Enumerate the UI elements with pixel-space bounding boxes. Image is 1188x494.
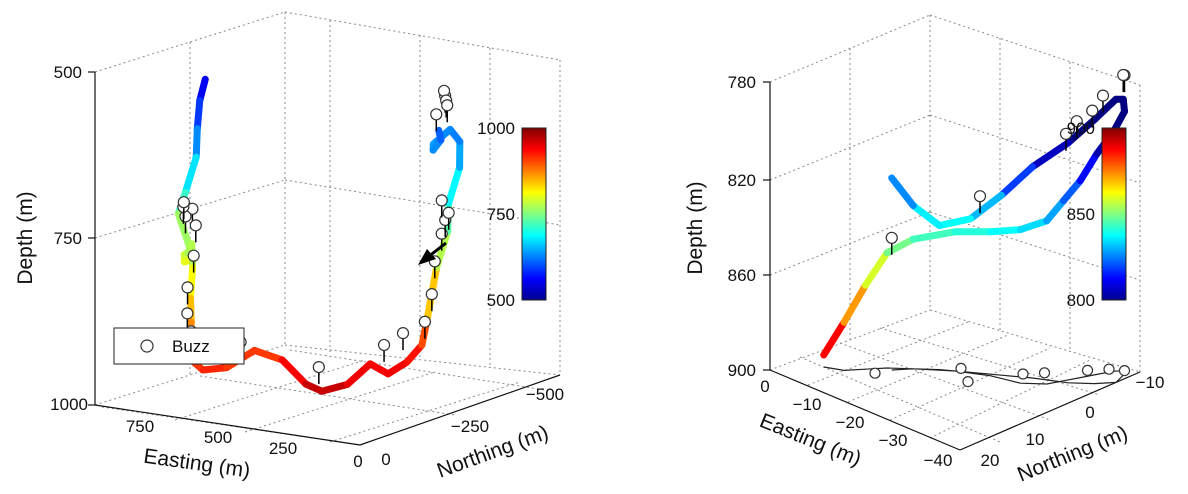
left-xtick-1: 500 xyxy=(204,428,232,447)
left-colorbar: 1000 750 500 xyxy=(477,119,546,310)
left-ytick-1: −250 xyxy=(451,417,489,436)
right-track-segment xyxy=(824,322,844,355)
left-cb-tick-0: 1000 xyxy=(477,119,515,138)
left-buzz-marker xyxy=(442,100,453,111)
left-buzz-marker xyxy=(436,195,447,206)
left-buzz-marker xyxy=(431,109,442,120)
left-ytick-2: −500 xyxy=(526,385,564,404)
right-ztick-0: 780 xyxy=(728,73,756,92)
right-cb-tick-2: 800 xyxy=(1067,291,1095,310)
left-buzz-marker xyxy=(182,308,193,319)
right-track-segment xyxy=(1064,181,1081,201)
left-colorbar-ramp xyxy=(522,128,546,300)
left-ztick-0: 500 xyxy=(54,63,82,82)
right-buzz-marker xyxy=(886,232,897,243)
right-xtick-1: −10 xyxy=(793,395,822,414)
left-cb-tick-2: 500 xyxy=(487,291,515,310)
right-shadow-buzz-marker xyxy=(1104,364,1114,374)
right-cb-tick-0: 900 xyxy=(1067,119,1095,138)
left-xtick-3: 0 xyxy=(353,452,362,471)
right-shadow-buzz-marker xyxy=(870,368,880,378)
left-buzz-marker xyxy=(182,282,193,293)
legend-label: Buzz xyxy=(172,337,210,356)
right-track-segment xyxy=(1047,201,1064,221)
left-ztick-1: 750 xyxy=(54,229,82,248)
right-ztick-1: 820 xyxy=(728,171,756,190)
left-track-segment xyxy=(196,129,197,157)
right-shadow-line xyxy=(824,367,1125,384)
left-buzz-marker xyxy=(398,328,409,339)
left-track-segment xyxy=(254,350,282,359)
right-shadow-buzz-marker xyxy=(1083,365,1093,375)
left-grid xyxy=(95,12,560,445)
left-track-segment xyxy=(197,100,200,128)
left-track-segment xyxy=(203,368,227,370)
chart-right: 780 820 860 900 Depth (m) 0 −10 −20 −30 … xyxy=(684,15,1164,486)
right-colorbar: 900 850 800 xyxy=(1067,119,1126,310)
left-xlabel: Easting (m) xyxy=(142,445,252,483)
left-track-segment xyxy=(449,167,460,203)
right-track-segment xyxy=(913,206,939,226)
left-ztick-2: 1000 xyxy=(50,395,88,414)
right-ytick-2: 0 xyxy=(1085,403,1094,422)
right-shadow-track xyxy=(824,363,1130,386)
left-buzz-marker xyxy=(426,289,437,300)
left-track-segment xyxy=(185,157,196,193)
legend-marker-circle xyxy=(141,340,153,352)
right-track-segment xyxy=(1080,154,1097,181)
left-xtick-2: 250 xyxy=(269,439,297,458)
right-ztick-3: 900 xyxy=(728,361,756,380)
right-xtick-2: −20 xyxy=(836,413,865,432)
left-cb-tick-1: 750 xyxy=(487,205,515,224)
right-shadow-buzz-marker xyxy=(963,377,973,387)
right-ytick-3: −10 xyxy=(1136,373,1165,392)
left-track-segment xyxy=(282,360,306,384)
left-track-segment xyxy=(347,364,370,385)
right-ytick-0: 20 xyxy=(981,451,1000,470)
left-buzz-marker xyxy=(313,362,324,373)
left-ytick-0: 0 xyxy=(381,450,390,469)
left-buzz-marker xyxy=(443,207,454,218)
right-track-segment xyxy=(940,219,971,226)
right-zlabel: Depth (m) xyxy=(684,181,707,274)
right-track-segment xyxy=(1021,221,1047,230)
chart-left: 500 750 1000 Depth (m) 750 500 250 0 Eas… xyxy=(14,12,564,483)
right-colorbar-ramp xyxy=(1102,128,1126,300)
left-zlabel: Depth (m) xyxy=(14,191,37,284)
right-buzz-marker xyxy=(1118,70,1129,81)
right-buzz-marker xyxy=(1098,90,1109,101)
right-shadow-buzz-marker xyxy=(1018,369,1028,379)
right-track-segment xyxy=(913,232,955,239)
right-cb-tick-1: 850 xyxy=(1067,205,1095,224)
left-buzz-marker xyxy=(190,220,201,231)
right-ztick-2: 860 xyxy=(728,266,756,285)
right-track-segment xyxy=(991,230,1021,232)
right-ytick-1: 10 xyxy=(1026,430,1045,449)
right-track-segment xyxy=(844,285,866,322)
left-xtick-0: 750 xyxy=(126,417,154,436)
left-legend: Buzz xyxy=(114,328,244,364)
left-buzz-marker xyxy=(178,197,189,208)
right-track-segment xyxy=(1033,143,1069,167)
left-track-segment xyxy=(322,384,348,391)
right-track-segment xyxy=(892,178,914,206)
left-buzz-marker xyxy=(379,339,390,350)
left-buzz-marker xyxy=(419,316,430,327)
right-xtick-4: −40 xyxy=(924,451,953,470)
left-track-segment xyxy=(439,130,441,140)
left-buzz-marker xyxy=(188,250,199,261)
right-shadow-buzz-marker xyxy=(956,363,966,373)
right-xtick-0: 0 xyxy=(760,377,769,396)
right-track-segment xyxy=(866,253,888,285)
right-shadow-buzz-marker xyxy=(1120,366,1130,376)
right-buzz-marker xyxy=(1087,105,1098,116)
right-track-segment xyxy=(1002,167,1033,195)
right-xtick-3: −30 xyxy=(879,431,908,450)
right-buzz-marker xyxy=(975,191,986,202)
right-shadow-buzz-marker xyxy=(1040,368,1050,378)
